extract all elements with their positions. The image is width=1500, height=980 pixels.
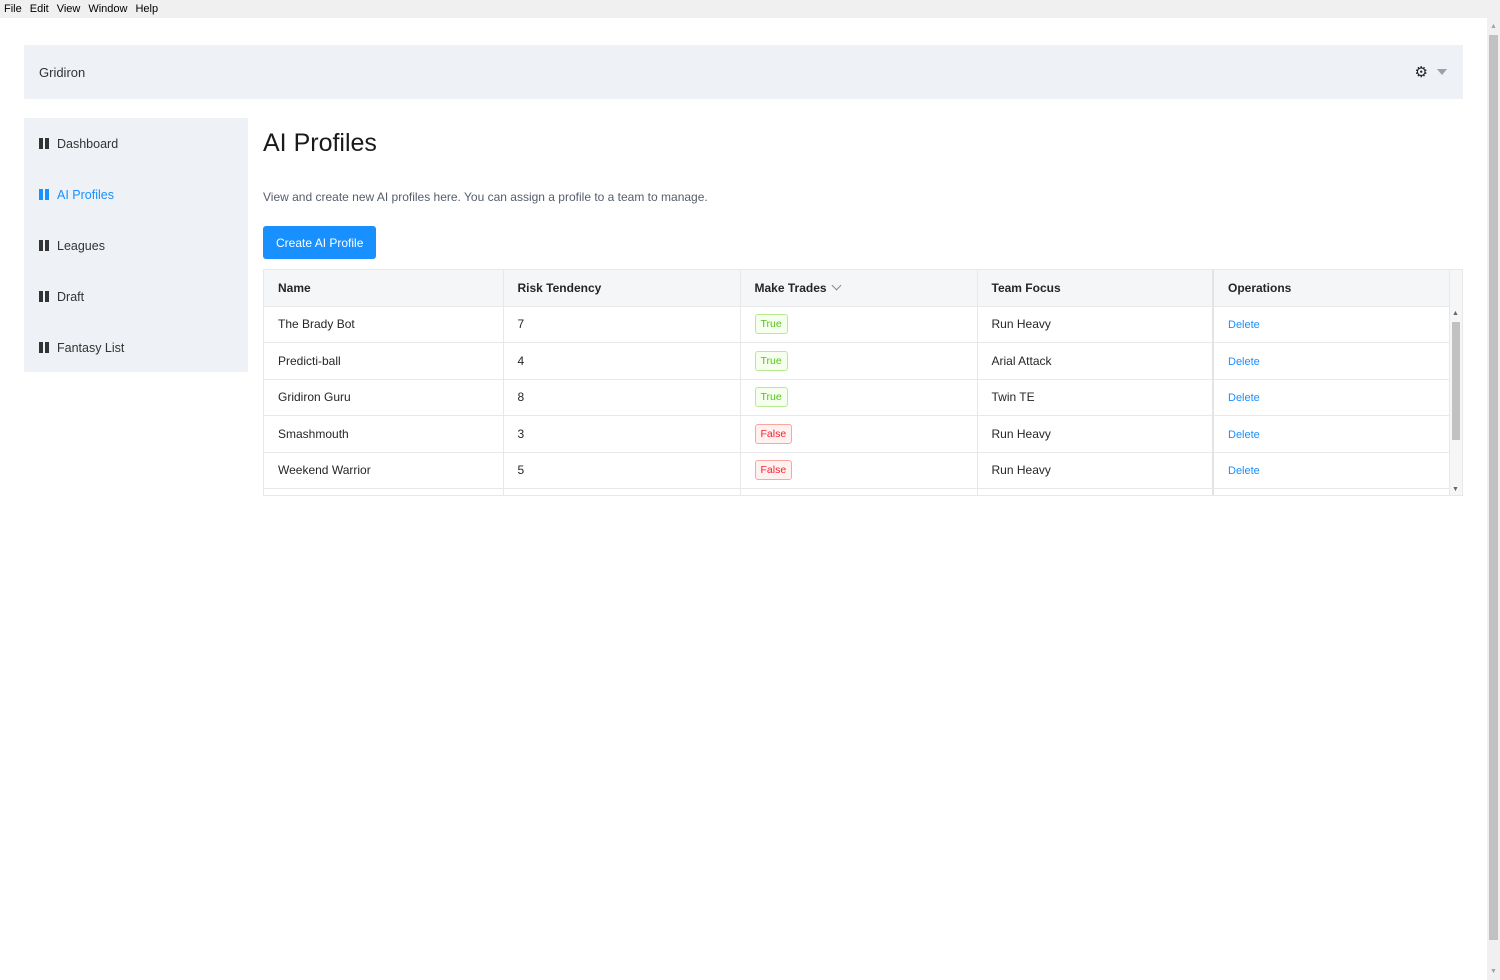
table-scrollbar-thumb[interactable] [1452,322,1460,440]
cell-focus: Twin TE [977,379,1214,416]
table-row: Weekend Warrior 5 False Run Heavy Delete [264,452,1451,489]
sidebar-item-fantasy-list[interactable]: Fantasy List [24,322,248,373]
cell-risk: 3 [503,415,741,453]
menu-view[interactable]: View [56,3,81,15]
cell-risk: 7 [503,306,741,343]
delete-link[interactable]: Delete [1228,392,1260,405]
sort-chevron-down-icon[interactable] [831,280,841,291]
sidebar-item-label: Leagues [57,238,105,253]
column-header-team-focus: Team Focus [977,270,1214,307]
columns-icon [39,291,49,302]
table-row: Predicti-ball 4 True Arial Attack Delete [264,342,1451,380]
cell-focus: Run Heavy [977,452,1214,489]
cell-focus: Run Heavy [977,306,1214,343]
window-scrollbar[interactable]: ▲ ▼ [1487,18,1500,980]
sidebar-item-label: Fantasy List [57,340,125,355]
cell-focus: Arial Attack [977,342,1214,380]
delete-link[interactable]: Delete [1228,355,1260,368]
delete-link[interactable]: Delete [1228,465,1260,478]
sidebar-item-label: Draft [57,289,85,304]
column-header-label: Make Trades [754,280,827,295]
menu-file[interactable]: File [4,3,22,15]
cell-trades: True [740,342,978,380]
cell-focus: Run Heavy [977,415,1214,453]
sidebar-item-dashboard[interactable]: Dashboard [24,118,248,169]
table-header-row: Name Risk Tendency Make Trades Team Focu… [264,270,1451,307]
cell-risk: 5 [503,452,741,489]
cell-risk: 8 [503,379,741,416]
cell-name: Weekend Warrior [264,452,504,489]
table-row: The Brady Bot 7 True Run Heavy Delete [264,306,1451,343]
delete-link[interactable]: Delete [1228,428,1260,441]
menu-edit[interactable]: Edit [29,3,49,15]
status-badge: False [754,423,793,444]
table-row [264,488,1451,495]
main-content: AI Profiles View and create new AI profi… [263,118,1463,496]
cell-operations: Delete [1212,415,1451,453]
ai-profiles-table: Name Risk Tendency Make Trades Team Focu… [263,269,1463,496]
app-header: Gridiron ⚙ [24,45,1463,99]
table-scrollbar[interactable]: ▲ ▼ [1449,270,1462,495]
create-ai-profile-button[interactable]: Create AI Profile [263,226,377,259]
page-description: View and create new AI profiles here. Yo… [263,190,708,204]
status-badge: False [754,460,793,481]
scroll-up-icon[interactable]: ▲ [1452,310,1459,317]
table-row: Smashmouth 3 False Run Heavy Delete [264,415,1451,453]
cell-name: The Brady Bot [264,306,504,343]
sidebar-item-leagues[interactable]: Leagues [24,220,248,271]
columns-icon [39,342,49,353]
page-title: AI Profiles [263,129,377,157]
scroll-down-icon[interactable]: ▼ [1490,968,1497,975]
delete-link[interactable]: Delete [1228,319,1260,332]
menu-window[interactable]: Window [88,3,128,15]
status-badge: True [754,314,788,335]
cell-operations: Delete [1212,342,1451,380]
cell-trades: False [740,415,978,453]
header-settings-menu[interactable]: ⚙ [1415,65,1447,80]
sidebar-item-label: AI Profiles [57,187,114,202]
cell-risk: 4 [503,342,741,380]
table-row: Gridiron Guru 8 True Twin TE Delete [264,379,1451,416]
sidebar-item-ai-profiles[interactable]: AI Profiles [24,169,248,220]
column-header-risk-tendency: Risk Tendency [503,270,741,307]
cell-operations: Delete [1212,452,1451,489]
cell-name: Smashmouth [264,415,504,453]
gear-icon[interactable]: ⚙ [1414,63,1428,81]
cell-name: Predicti-ball [264,342,504,380]
status-badge: True [754,387,788,408]
menu-help[interactable]: Help [135,3,159,15]
window-scrollbar-thumb[interactable] [1489,35,1498,940]
columns-icon [39,189,49,200]
menu-bar: File Edit View Window Help [0,0,1500,18]
sidebar: Dashboard AI Profiles Leagues Draft Fant… [24,118,248,372]
chevron-down-icon[interactable] [1437,69,1447,75]
scroll-up-icon[interactable]: ▲ [1490,23,1497,30]
cell-trades: True [740,379,978,416]
cell-operations: Delete [1212,306,1451,343]
sidebar-item-label: Dashboard [57,136,119,151]
app-brand[interactable]: Gridiron [39,64,86,80]
scroll-down-icon[interactable]: ▼ [1452,486,1459,493]
sidebar-item-draft[interactable]: Draft [24,271,248,322]
cell-operations: Delete [1212,379,1451,416]
cell-name: Gridiron Guru [264,379,504,416]
column-header-make-trades[interactable]: Make Trades [740,270,978,307]
status-badge: True [754,350,788,371]
cell-trades: False [740,452,978,489]
cell-trades: True [740,306,978,343]
column-header-name: Name [264,270,504,307]
columns-icon [39,138,49,149]
column-header-operations: Operations [1212,270,1451,307]
columns-icon [39,240,49,251]
